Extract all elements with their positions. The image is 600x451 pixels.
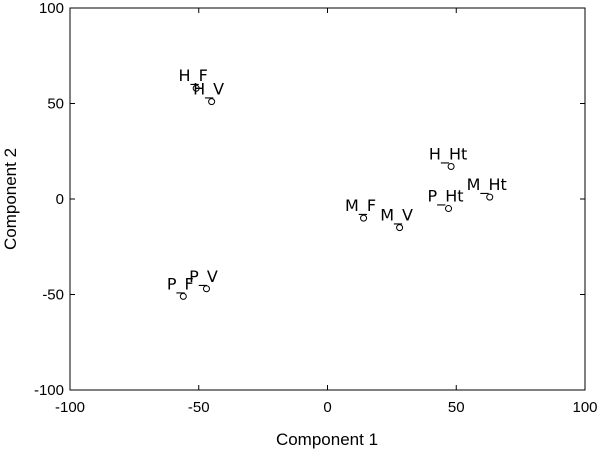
y-tick-label: 50	[47, 96, 64, 113]
x-tick-label: 50	[448, 399, 465, 416]
data-point	[486, 193, 494, 201]
x-tick-label: 0	[323, 399, 331, 416]
data-points: H_FH_V P_FP_V M_FM_V H_Ht P_HtM_Ht	[167, 66, 507, 300]
data-point-label: P_Ht	[428, 187, 464, 207]
data-point	[208, 98, 216, 106]
data-point-label: P_F	[167, 274, 194, 294]
plot-area	[69, 7, 586, 391]
axis-ticks: -100 -50 0 50 100 -100 -50 0 50 100	[34, 0, 598, 416]
data-point	[192, 84, 200, 92]
y-axis-label: Component 2	[1, 148, 20, 250]
data-point-label: H_V	[193, 80, 224, 100]
y-tick-label: 0	[56, 191, 64, 208]
x-tick-label: 100	[572, 399, 597, 416]
data-point	[447, 163, 455, 171]
x-tick-label: -100	[55, 399, 85, 416]
data-point-label: H_Ht	[429, 145, 467, 165]
data-point	[360, 214, 368, 222]
x-axis-label: Component 1	[276, 430, 378, 449]
data-point-label: H_F	[179, 66, 208, 86]
data-point-label: M_F	[345, 196, 376, 216]
data-point-label: M_Ht	[467, 175, 507, 195]
y-tick-label: -100	[34, 382, 64, 399]
y-tick-label: 100	[39, 0, 64, 17]
x-tick-label: -50	[188, 399, 210, 416]
data-point	[179, 292, 187, 300]
data-point-label: M_V	[380, 206, 413, 226]
data-point	[445, 205, 453, 213]
data-point	[396, 224, 404, 232]
data-point-label: P_V	[189, 267, 218, 287]
y-tick-label: -50	[42, 287, 64, 304]
data-point	[202, 285, 210, 293]
